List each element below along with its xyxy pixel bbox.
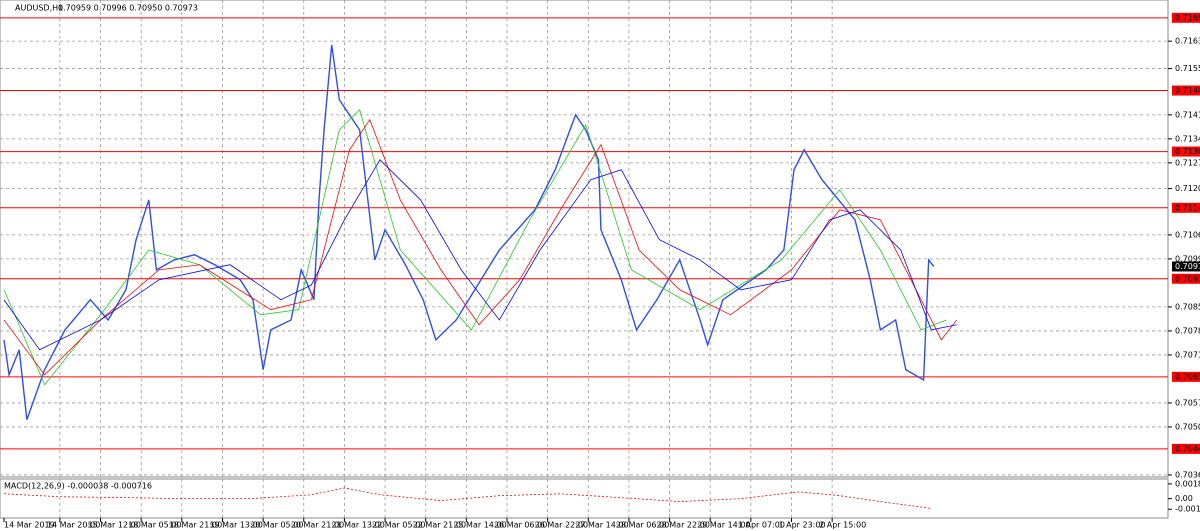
- x-tick-label: 1 Apr 07:00: [738, 521, 785, 530]
- y-tick-label: 0.71275: [1175, 158, 1200, 167]
- macd-title: MACD(12,26,9) -0.000038 -0.000716: [4, 482, 152, 491]
- price-box: [1172, 261, 1200, 272]
- x-tick-label: 26 Mar 22:00: [535, 521, 588, 530]
- level-box: [1172, 371, 1200, 382]
- y-tick-label: 0.70365: [1175, 470, 1200, 479]
- x-tick-label: 20 Mar 21:00: [291, 521, 344, 530]
- x-tick-label: 2 Apr 15:00: [819, 521, 866, 530]
- y-tick-label: 0.70575: [1175, 398, 1200, 407]
- level-box: [1172, 443, 1200, 454]
- level-box: [1172, 202, 1200, 213]
- y-tick-label: 0.00: [1175, 494, 1193, 503]
- y-tick-label: 0.71065: [1175, 230, 1200, 239]
- level-label: 0.71308: [1175, 147, 1200, 156]
- price-label: 0.70973: [1175, 262, 1200, 271]
- macd-pane: [0, 478, 1169, 519]
- x-tick-label: 27 Mar 14:00: [575, 521, 628, 530]
- level-label: 0.71486: [1175, 86, 1200, 95]
- x-tick-label: 15 Mar 12:00: [88, 521, 141, 530]
- x-tick-label: 18 Mar 05:00: [128, 521, 181, 530]
- series-line: [3, 159, 957, 351]
- y-tick-label: 0.71415: [1175, 110, 1200, 119]
- x-tick-label: 1 Apr 23:00: [778, 521, 825, 530]
- level-label: 0.70937: [1175, 274, 1200, 283]
- level-box: [1172, 273, 1200, 284]
- x-tick-label: 14 Mar 20:00: [47, 521, 100, 530]
- y-tick-label: 0.71630: [1175, 37, 1200, 46]
- ohlc: 0.70959 0.70996 0.70950 0.70973: [58, 4, 198, 13]
- level-label: 0.71144: [1175, 203, 1200, 212]
- y-tick-label: 0.71200: [1175, 184, 1200, 193]
- x-tick-label: 20 Mar 05:00: [250, 521, 303, 530]
- y-tick-label: 0.70855: [1175, 302, 1200, 311]
- x-tick-label: 25 Mar 14:00: [453, 521, 506, 530]
- level-box: [1172, 85, 1200, 96]
- x-tick-label: 22 Mar 21:00: [413, 521, 466, 530]
- y-tick-label: 0.70995: [1175, 254, 1200, 263]
- x-tick-label: 22 Mar 05:00: [372, 521, 425, 530]
- y-tick-label: 0.70715: [1175, 350, 1200, 359]
- x-tick-label: 28 Mar 22:00: [657, 521, 710, 530]
- y-tick-label: 0.70505: [1175, 422, 1200, 431]
- x-tick-label: 19 Mar 13:00: [209, 521, 262, 530]
- series-line: [3, 118, 957, 376]
- x-tick-label: 26 Mar 06:00: [494, 521, 547, 530]
- y-tick-label: 0.71550: [1175, 64, 1200, 73]
- y-tick-label: 0.70785: [1175, 326, 1200, 335]
- main-pane: [0, 0, 1169, 478]
- y-tick-label: 0.71345: [1175, 134, 1200, 143]
- level-label: 0.70441: [1175, 444, 1200, 453]
- symbol: AUDUSD,H1: [15, 4, 63, 13]
- y-tick-label: -0.00132: [1175, 505, 1200, 514]
- series-line: [3, 44, 935, 420]
- x-tick-label: 28 Mar 06:00: [616, 521, 669, 530]
- y-tick-label: 0.00185: [1175, 479, 1200, 488]
- x-tick-label: 14 Mar 2019: [4, 521, 55, 530]
- series-line: [3, 487, 932, 509]
- level-box: [1172, 146, 1200, 157]
- x-tick-label: 21 Mar 13:00: [331, 521, 384, 530]
- level-label: 0.71698: [1175, 13, 1200, 22]
- level-label: 0.70651: [1175, 372, 1200, 381]
- x-tick-label: 29 Mar 14:00: [697, 521, 750, 530]
- x-tick-label: 18 Mar 21:00: [169, 521, 222, 530]
- series-line: [3, 108, 947, 386]
- level-box: [1172, 12, 1200, 23]
